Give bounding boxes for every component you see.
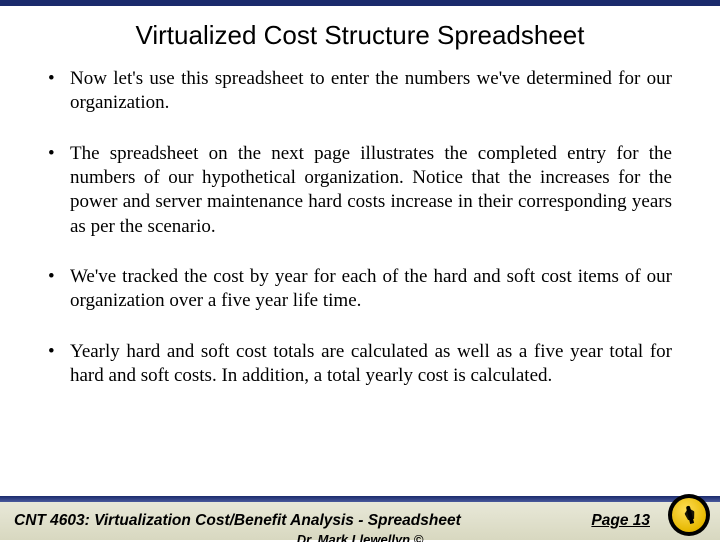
slide-title: Virtualized Cost Structure Spreadsheet (0, 20, 720, 51)
bullet-item: The spreadsheet on the next page illustr… (48, 142, 672, 239)
bullet-list: Now let's use this spreadsheet to enter … (48, 67, 672, 388)
slide-footer: CNT 4603: Virtualization Cost/Benefit An… (0, 496, 720, 540)
bullet-item: Now let's use this spreadsheet to enter … (48, 67, 672, 116)
footer-course-label: CNT 4603: Virtualization Cost/Benefit An… (14, 512, 591, 530)
top-accent-bar (0, 0, 720, 6)
bullet-item: We've tracked the cost by year for each … (48, 265, 672, 314)
bullet-item: Yearly hard and soft cost totals are cal… (48, 340, 672, 389)
footer-author-label: Dr. Mark Llewellyn © (0, 532, 720, 542)
ucf-logo-icon (668, 494, 710, 536)
slide-body: Now let's use this spreadsheet to enter … (0, 67, 720, 388)
footer-page-label: Page 13 (591, 512, 650, 530)
footer-bar: CNT 4603: Virtualization Cost/Benefit An… (0, 502, 720, 540)
